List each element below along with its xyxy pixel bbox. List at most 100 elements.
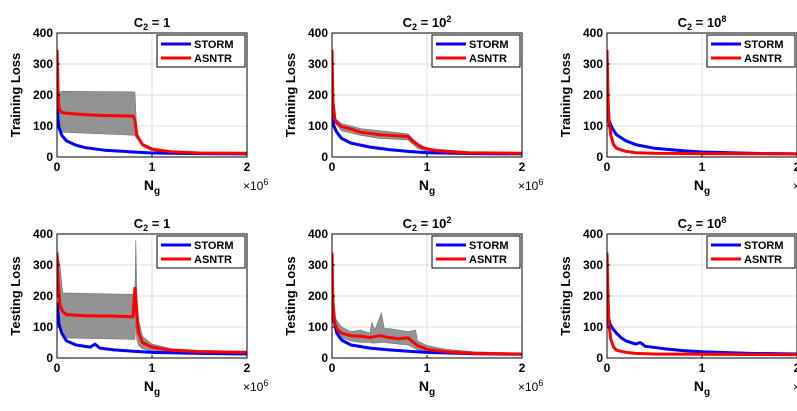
subplot-title: C2 = 108 [678,14,727,32]
subplot-3: 0 1 2 0 100 200 300 400 C2 = 108 Ng ×106 Training L… [558,14,797,197]
y-tick-label: 300 [583,57,603,71]
legend-box [431,34,521,68]
legend: STORM ASNTR [706,235,796,269]
y-tick-label: 400 [33,26,53,40]
legend-label-asntr: ASNTR [469,254,507,266]
x-tick-label: 0 [54,160,61,174]
legend: STORM ASNTR [431,235,521,269]
legend-label-asntr: ASNTR [744,254,782,266]
x-axis-label: Ng [419,177,435,197]
x-tick-label: 1 [424,160,431,174]
legend-label-asntr: ASNTR [194,254,232,266]
y-tick-label: 200 [33,289,53,303]
y-tick-label: 200 [583,289,603,303]
series-line-asntr [332,49,522,155]
x-tick-label: 1 [699,160,706,174]
variance-band [332,252,522,356]
y-tick-label: 400 [583,227,603,241]
x-tick-label: 0 [54,361,61,375]
y-tick-label: 400 [583,26,603,40]
legend-box [706,235,796,269]
x-tick-label: 1 [424,361,431,375]
x-multiplier: ×106 [518,378,543,394]
x-multiplier: ×106 [793,177,797,193]
legend: STORM ASNTR [156,235,246,269]
x-tick-label: 0 [329,361,336,375]
y-tick-label: 300 [583,258,603,272]
legend: STORM ASNTR [706,34,796,68]
y-tick-label: 100 [33,119,53,133]
y-tick-label: 200 [308,289,328,303]
subplot-title: C2 = 1 [134,216,170,233]
y-axis-label: Testing Loss [283,256,298,335]
series-line-storm [57,302,247,356]
series-line-asntr [57,252,247,354]
y-tick-label: 0 [321,351,328,365]
y-axis-label: Training Loss [8,53,23,138]
x-tick-label: 1 [699,361,706,375]
y-tick-label: 100 [583,320,603,334]
subplot-title: C2 = 1 [134,15,170,32]
x-tick-label: 2 [794,361,797,375]
variance-band [57,49,247,155]
y-tick-label: 300 [33,258,53,272]
legend-label-storm: STORM [194,240,234,252]
y-tick-label: 200 [33,88,53,102]
x-tick-label: 2 [519,160,526,174]
x-tick-label: 1 [149,160,156,174]
legend-box [706,34,796,68]
y-tick-label: 0 [596,351,603,365]
y-tick-label: 200 [583,88,603,102]
y-axis-label: Testing Loss [558,256,573,335]
y-tick-label: 400 [308,227,328,241]
legend-box [431,235,521,269]
variance-band [57,240,247,355]
x-tick-label: 0 [604,160,611,174]
subplot-4: 0 1 2 0 100 200 300 400 C2 = 1 Ng ×106 Testing Loss… [8,216,268,398]
y-tick-label: 100 [308,320,328,334]
legend-box [156,235,246,269]
y-tick-label: 0 [321,150,328,164]
subplot-6: 0 1 2 0 100 200 300 400 C2 = 108 Ng ×106 Testing Lo… [558,215,797,398]
y-tick-label: 300 [308,57,328,71]
legend: STORM ASNTR [156,34,246,68]
x-axis-label: Ng [694,177,710,197]
variance-band [332,49,522,155]
x-tick-label: 2 [519,361,526,375]
series-line-storm [607,295,797,356]
y-tick-label: 100 [583,119,603,133]
series-line-asntr [332,252,522,356]
legend-label-storm: STORM [744,240,784,252]
subplot-2: 0 1 2 0 100 200 300 400 C2 = 102 Ng ×106 Training L… [283,14,543,197]
y-tick-label: 400 [33,227,53,241]
x-axis-label: Ng [694,378,710,398]
y-axis-label: Training Loss [558,53,573,138]
y-tick-label: 400 [308,26,328,40]
series-line-storm [57,107,247,156]
y-tick-label: 300 [33,57,53,71]
subplot-title: C2 = 108 [678,215,727,233]
legend-label-asntr: ASNTR [469,53,507,65]
x-tick-label: 0 [604,361,611,375]
legend-label-storm: STORM [194,39,234,51]
x-axis-label: Ng [144,378,160,398]
y-tick-label: 200 [308,88,328,102]
x-multiplier: ×106 [793,378,797,394]
y-tick-label: 0 [596,150,603,164]
y-axis-label: Testing Loss [8,256,23,335]
y-tick-label: 0 [46,150,53,164]
y-axis-label: Training Loss [283,53,298,138]
x-tick-label: 0 [329,160,336,174]
subplot-title: C2 = 102 [403,215,452,233]
subplot-5: 0 1 2 0 100 200 300 400 C2 = 102 Ng ×106 Testing Lo… [283,215,543,398]
subplot-1: 0 1 2 0 100 200 300 400 C2 = 1 Ng ×106 Training Los… [8,15,268,197]
series-line-storm [332,113,522,156]
x-multiplier: ×106 [243,378,268,394]
legend-label-asntr: ASNTR [194,53,232,65]
x-tick-label: 2 [244,160,251,174]
legend-label-storm: STORM [744,39,784,51]
x-multiplier: ×106 [518,177,543,193]
x-tick-label: 2 [794,160,797,174]
legend-label-storm: STORM [469,39,509,51]
